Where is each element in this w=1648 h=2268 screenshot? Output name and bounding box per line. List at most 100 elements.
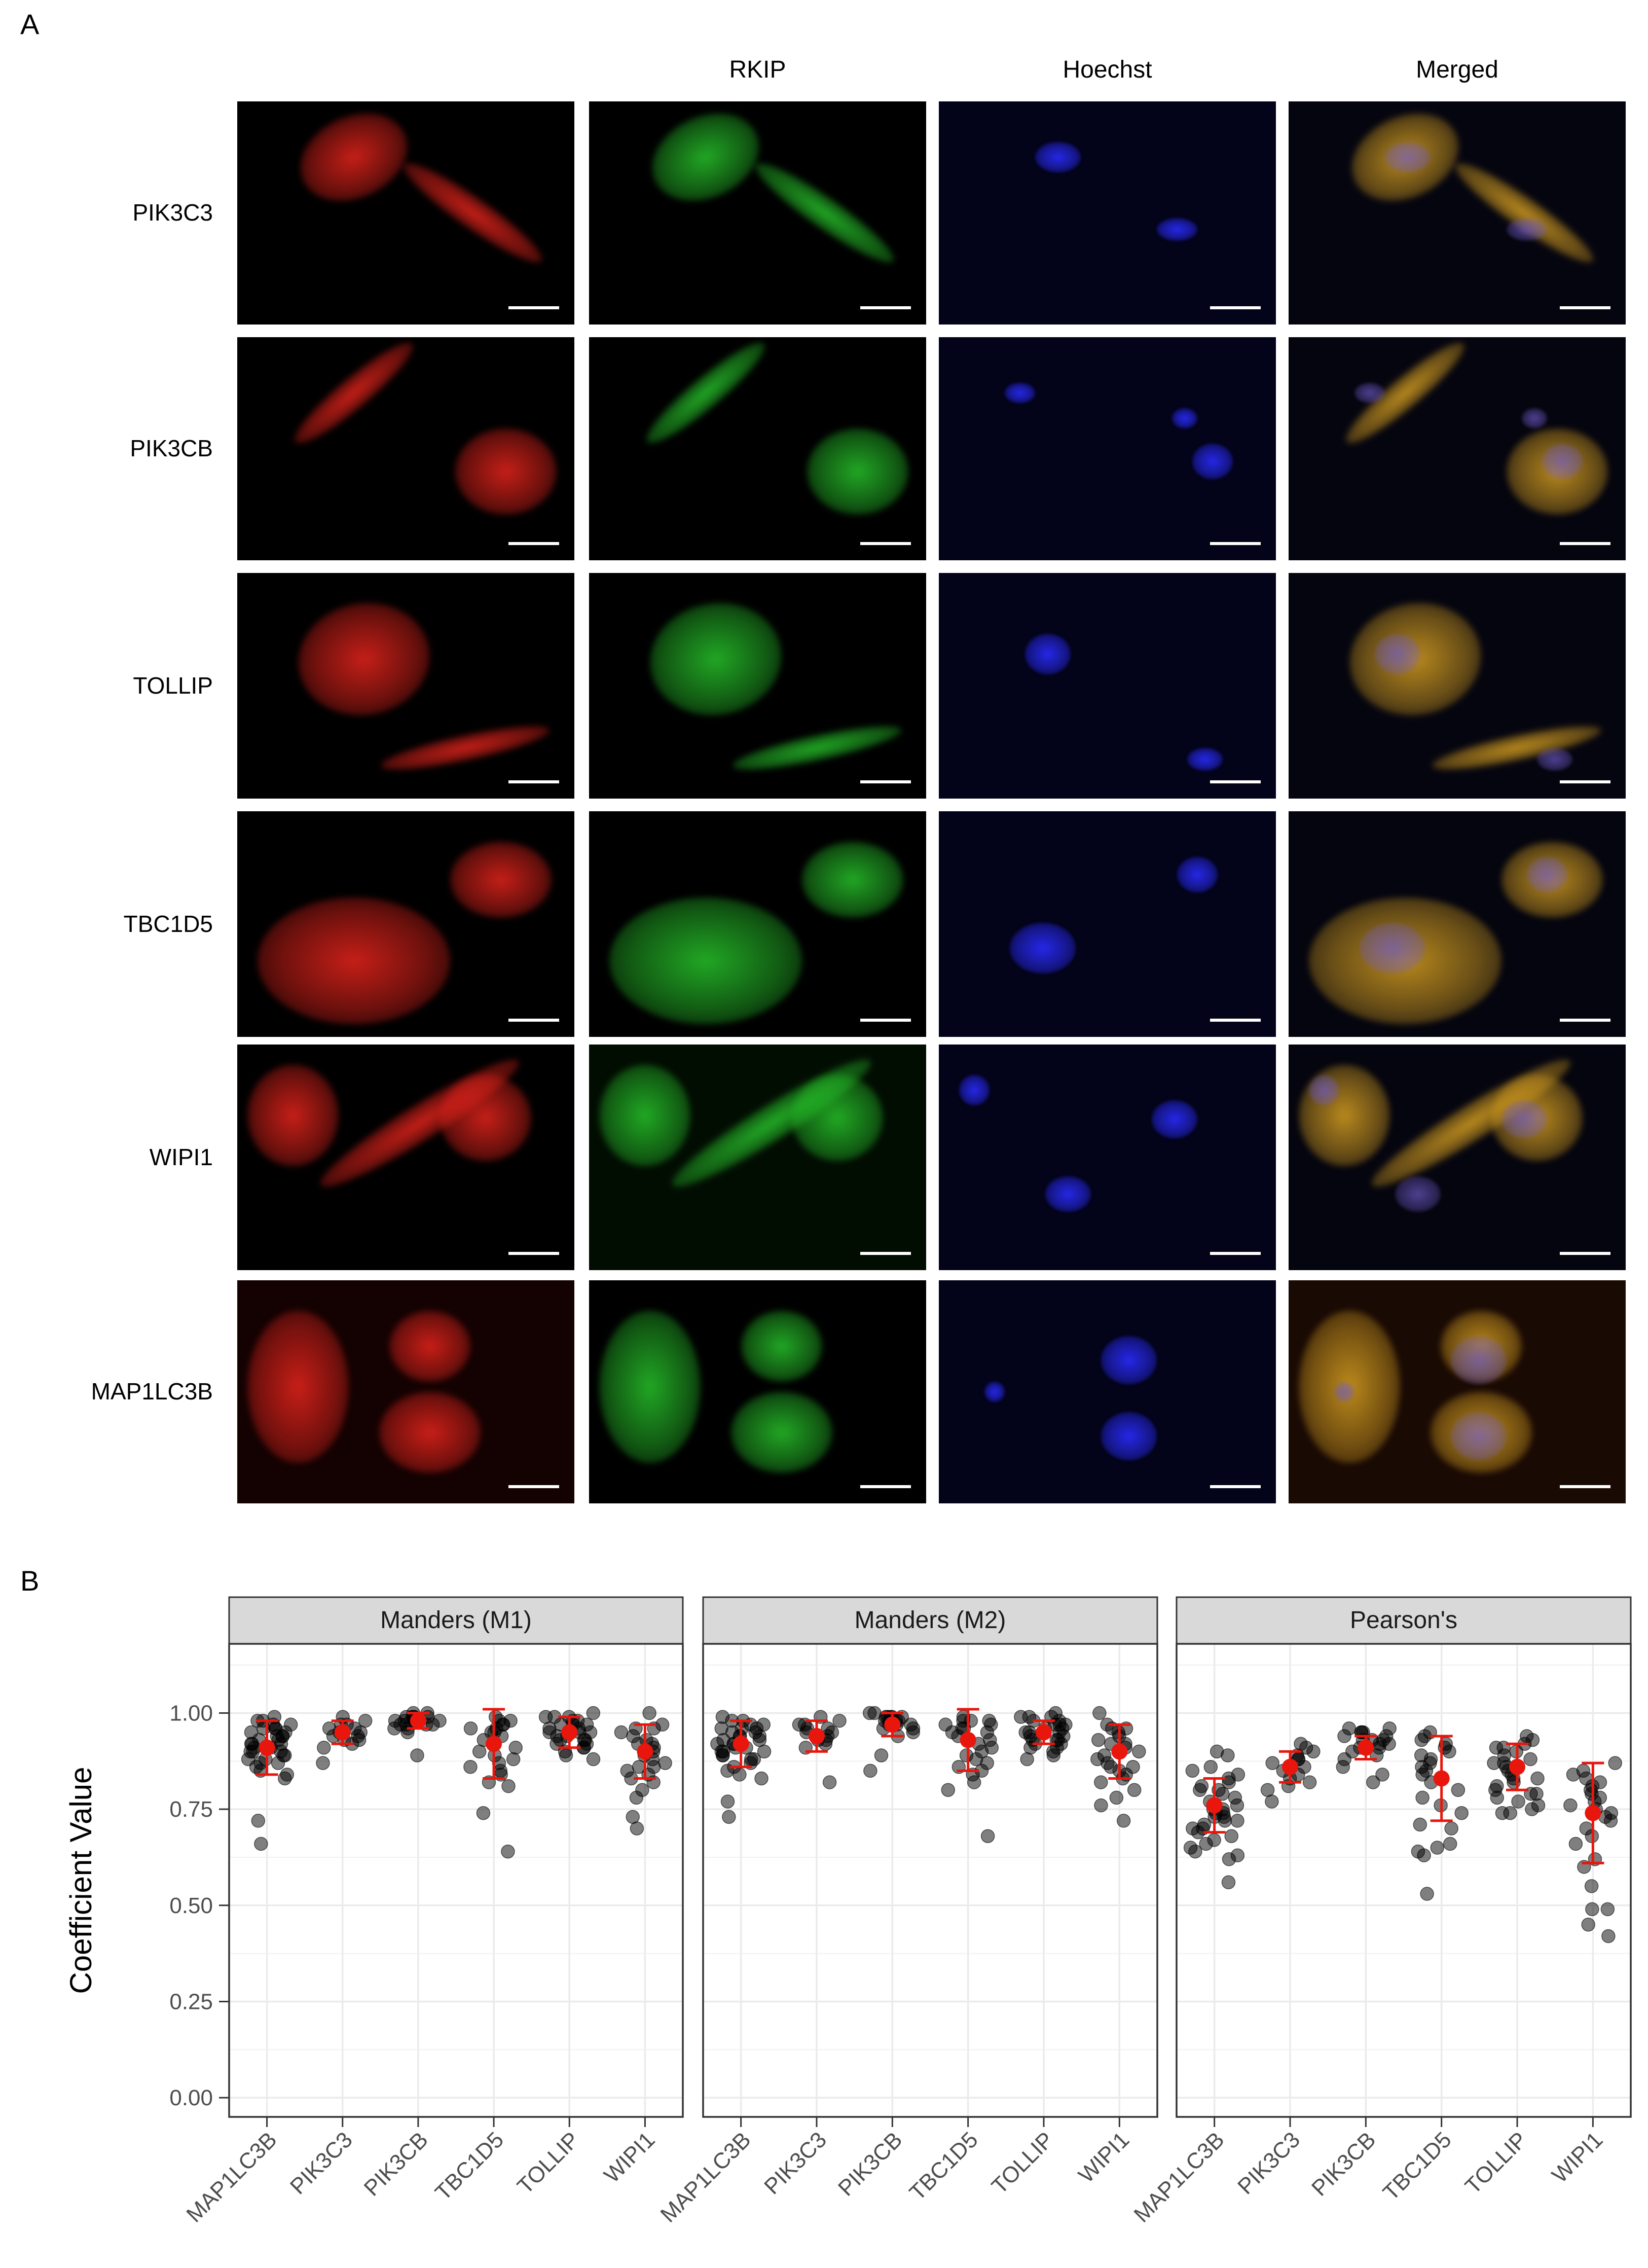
data-point	[1092, 1706, 1107, 1720]
colocalization-chart: Coefficient Value 0.00 0.25 0.50 0.75 1.00 Man…	[64, 1596, 1632, 2227]
nucleus-shape	[1501, 1100, 1547, 1138]
mean-point	[259, 1739, 275, 1756]
mean-point	[410, 1712, 426, 1729]
x-tick-label: WIPI1	[1074, 2127, 1134, 2187]
cell-shape	[731, 1392, 832, 1473]
y-tick-label: 0.25	[169, 1989, 213, 2014]
data-point	[642, 1706, 656, 1720]
cell-shape	[389, 1311, 470, 1382]
data-point	[1600, 1902, 1615, 1917]
data-point	[1430, 1841, 1445, 1855]
data-point	[1417, 1848, 1431, 1862]
nucleus-shape	[1451, 1336, 1507, 1384]
scale-bar	[1560, 1252, 1610, 1255]
cell-shape	[730, 717, 904, 778]
cell-shape	[599, 1065, 690, 1166]
data-point	[1094, 1775, 1108, 1789]
mean-point	[1509, 1758, 1525, 1775]
mean-point	[637, 1743, 653, 1760]
x-tick-label: PIK3CB	[833, 2127, 907, 2201]
data-point	[1566, 1768, 1581, 1782]
x-tick-label: TBC1D5	[1378, 2127, 1456, 2205]
data-point	[317, 1741, 331, 1755]
scale-bar	[508, 780, 559, 783]
micrograph-pik3c3-merged-channel	[1289, 101, 1626, 325]
nucleus-shape	[1360, 923, 1425, 974]
data-point	[1585, 1902, 1599, 1917]
scale-bar	[508, 306, 559, 309]
scale-bar	[1560, 1485, 1610, 1488]
data-point	[1222, 1852, 1236, 1866]
scale-bar	[860, 780, 911, 783]
micrograph-pik3cb-rkip-channel	[589, 337, 926, 560]
nucleus-shape	[1507, 218, 1547, 241]
data-point	[1414, 1733, 1429, 1747]
data-point	[1218, 1814, 1232, 1828]
facet-border	[702, 1643, 1158, 2118]
scale-bar	[1210, 1485, 1261, 1488]
data-point	[874, 1748, 889, 1762]
data-point	[722, 1810, 736, 1824]
data-point	[472, 1744, 487, 1759]
data-point	[586, 1706, 601, 1720]
data-point	[1443, 1837, 1457, 1851]
row-label-pik3cb: PIK3CB	[130, 435, 213, 461]
scale-bar	[1210, 780, 1261, 783]
mean-point	[733, 1736, 749, 1752]
scale-bar	[860, 1252, 911, 1255]
data-point	[463, 1721, 478, 1736]
data-point	[1563, 1798, 1578, 1813]
data-point	[967, 1775, 981, 1789]
scale-bar	[1210, 306, 1261, 309]
data-point	[1584, 1879, 1599, 1893]
data-point	[832, 1713, 847, 1728]
data-point	[1193, 1783, 1207, 1797]
nucleus-shape	[1537, 748, 1572, 771]
mean-point	[960, 1732, 976, 1748]
row-label-pik3c3: PIK3C3	[132, 199, 213, 226]
data-point	[1376, 1733, 1390, 1747]
data-point	[1444, 1821, 1458, 1835]
data-point	[1109, 1790, 1124, 1805]
x-tick-label: MAP1LC3B	[181, 2127, 281, 2227]
data-point	[629, 1790, 644, 1805]
mean-point	[486, 1736, 502, 1752]
x-tick-label: TBC1D5	[430, 2127, 508, 2205]
nucleus-shape	[1309, 1075, 1339, 1105]
mean-point	[1282, 1758, 1298, 1775]
micrograph-tollip-hoechst-channel	[939, 573, 1276, 799]
data-point	[501, 1779, 516, 1793]
y-tick-label: 0.50	[169, 1893, 213, 1918]
cell-shape	[289, 593, 439, 726]
micrograph-map1lc3b-hoechst-channel	[939, 1280, 1276, 1503]
nucleus-shape	[1172, 408, 1197, 428]
x-tick-label: WIPI1	[599, 2127, 660, 2187]
data-point	[316, 1756, 330, 1770]
data-point	[1046, 1748, 1061, 1762]
facet-background	[1177, 1644, 1631, 2117]
nucleus-shape	[1157, 218, 1197, 241]
nucleus-shape	[959, 1075, 990, 1105]
cell-shape	[638, 101, 774, 218]
row-label-map1lc3b: MAP1LC3B	[91, 1378, 213, 1405]
data-point	[1490, 1790, 1505, 1805]
scale-bar	[860, 542, 911, 545]
data-point	[733, 1768, 747, 1782]
scale-bar	[1560, 1019, 1610, 1022]
x-tick-label: TOLLIP	[987, 2127, 1058, 2199]
data-point	[1375, 1768, 1389, 1782]
data-point	[1454, 1806, 1469, 1820]
micrograph-tbc1d5-red-channel	[237, 811, 574, 1037]
data-point	[1530, 1771, 1545, 1786]
micrograph-pik3c3-hoechst-channel	[939, 101, 1276, 325]
mean-point	[1111, 1743, 1128, 1760]
mean-point	[1358, 1739, 1374, 1756]
x-tick-label: PIK3CB	[1307, 2127, 1380, 2201]
nucleus-shape	[1385, 142, 1431, 172]
row-label-tollip: TOLLIP	[133, 672, 213, 699]
cell-shape	[440, 1075, 531, 1161]
data-point	[1603, 1814, 1618, 1828]
facet-background	[703, 1644, 1157, 2117]
micrograph-pik3c3-rkip-channel	[589, 101, 926, 325]
data-point	[1413, 1817, 1427, 1832]
